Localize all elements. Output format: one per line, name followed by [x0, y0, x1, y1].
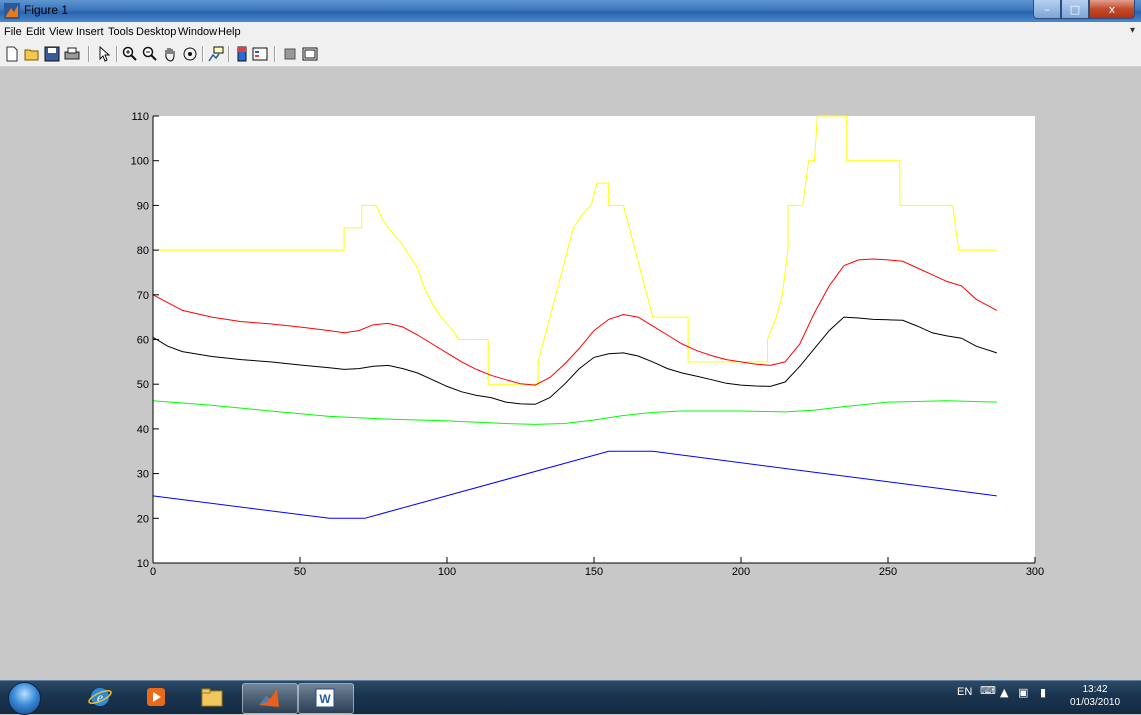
zoom-in-icon[interactable]: [122, 46, 138, 62]
network-icon[interactable]: ▣: [1018, 686, 1029, 699]
y-tick-label: 40: [137, 424, 149, 436]
hide-plot-tools-icon[interactable]: [282, 46, 298, 62]
save-icon[interactable]: [44, 46, 60, 62]
menu-help[interactable]: Help: [218, 26, 241, 38]
y-tick-label: 50: [137, 379, 149, 391]
menu-view[interactable]: View: [49, 26, 73, 38]
toolbar-separator: [116, 46, 118, 62]
series-line-1: [152, 258, 998, 386]
y-tick-label: 80: [137, 245, 149, 257]
clock-date: 01/03/2010: [1069, 697, 1121, 708]
clock-time: 13:42: [1082, 684, 1108, 695]
word-icon: W: [315, 688, 335, 708]
taskbar-app-explorer[interactable]: [186, 683, 240, 712]
menu-file[interactable]: File: [4, 26, 22, 38]
menu-tools[interactable]: Tools: [108, 26, 134, 38]
taskbar-app-ie[interactable]: e: [74, 683, 128, 712]
toolbar-separator: [274, 46, 276, 62]
y-tick-label: 70: [137, 290, 149, 302]
x-tick-label: 0: [150, 566, 156, 578]
plot-area: [153, 116, 1035, 563]
menu-bar: File Edit View Insert Tools Desktop Wind…: [0, 22, 1141, 42]
edit-plot-arrow-icon[interactable]: [96, 46, 112, 62]
menu-window[interactable]: Window: [178, 26, 218, 38]
data-cursor-icon[interactable]: [208, 46, 224, 62]
open-file-icon[interactable]: [24, 46, 40, 62]
system-clock[interactable]: 13:42 01/03/2010: [1066, 683, 1124, 709]
figure-toolbar: [0, 42, 1141, 67]
taskbar: e W: [0, 680, 1141, 715]
maximize-button[interactable]: □: [1061, 0, 1089, 19]
series-line-3: [152, 400, 997, 425]
window-titlebar[interactable]: Figure 1 – □ x: [0, 0, 1141, 22]
legend-icon[interactable]: [252, 46, 268, 62]
window-controls: – □ x: [1033, 0, 1135, 19]
x-tick-label: 200: [732, 566, 750, 578]
y-tick-label: 10: [137, 558, 149, 570]
menu-insert[interactable]: Insert: [76, 26, 104, 38]
menu-desktop[interactable]: Desktop: [136, 26, 177, 38]
figure-canvas: 0 50 100 150 200 250 300 10 20 30 40 50 60 70 80 90 100 1…: [0, 67, 1141, 680]
matlab-figure-icon: [4, 3, 20, 19]
series-line-4: [152, 450, 997, 519]
power-icon[interactable]: ▮: [1040, 686, 1047, 699]
series-line-2: [152, 316, 997, 405]
y-tick-label: 60: [137, 335, 149, 347]
x-tick-label: 300: [1026, 566, 1044, 578]
media-center-icon: [147, 688, 165, 706]
file-manager-icon: [201, 688, 223, 707]
x-tick-label: 150: [585, 566, 603, 578]
toolbar-separator: [202, 46, 204, 62]
x-tick-label: 250: [879, 566, 897, 578]
line-chart[interactable]: 0 50 100 150 200 250 300 10 20 30 40 50 60 70 80 90 100 1…: [0, 67, 1141, 680]
y-tick-label: 90: [137, 200, 149, 212]
y-tick-label: 110: [131, 111, 149, 123]
windows-orb-icon: [8, 682, 41, 715]
close-button[interactable]: x: [1089, 0, 1135, 19]
rotate-3d-icon[interactable]: [182, 46, 198, 62]
show-hidden-icons-icon[interactable]: ▲: [1000, 686, 1009, 699]
language-indicator[interactable]: EN: [957, 686, 973, 698]
y-tick-label: 20: [137, 513, 149, 525]
minimize-button[interactable]: –: [1033, 0, 1061, 19]
toolbar-separator: [88, 46, 90, 62]
menu-chevron-icon[interactable]: ▾: [1129, 25, 1135, 36]
svg-text:e: e: [97, 691, 103, 706]
pan-hand-icon[interactable]: [162, 46, 178, 62]
start-button[interactable]: [6, 681, 42, 715]
taskbar-app-media[interactable]: [130, 683, 184, 712]
colorbar-icon[interactable]: [234, 46, 250, 62]
keyboard-layout-icon[interactable]: ⌨: [980, 684, 996, 697]
menu-edit[interactable]: Edit: [26, 26, 45, 38]
y-tick-label: 30: [137, 469, 149, 481]
new-figure-icon[interactable]: [4, 46, 20, 62]
svg-text:W: W: [319, 692, 331, 706]
series-line-0: [153, 115, 997, 385]
y-tick-label: 100: [131, 156, 149, 168]
toolbar-separator: [228, 46, 230, 62]
taskbar-app-matlab[interactable]: [242, 683, 298, 714]
zoom-out-icon[interactable]: [142, 46, 158, 62]
matlab-icon: [259, 689, 279, 707]
x-tick-label: 50: [294, 566, 306, 578]
print-icon[interactable]: [64, 46, 80, 62]
internet-explorer-icon: e: [88, 688, 112, 706]
show-plot-tools-icon[interactable]: [302, 46, 318, 62]
x-tick-label: 100: [438, 566, 456, 578]
window-title: Figure 1: [24, 3, 69, 17]
taskbar-app-word[interactable]: W: [298, 683, 354, 714]
